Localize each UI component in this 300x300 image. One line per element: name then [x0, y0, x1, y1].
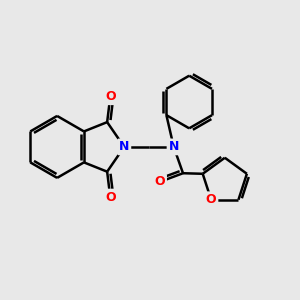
Text: N: N: [119, 140, 129, 153]
Text: N: N: [169, 140, 179, 153]
Text: O: O: [105, 190, 116, 204]
Text: O: O: [206, 193, 217, 206]
Text: O: O: [154, 176, 165, 188]
Text: O: O: [105, 90, 116, 103]
